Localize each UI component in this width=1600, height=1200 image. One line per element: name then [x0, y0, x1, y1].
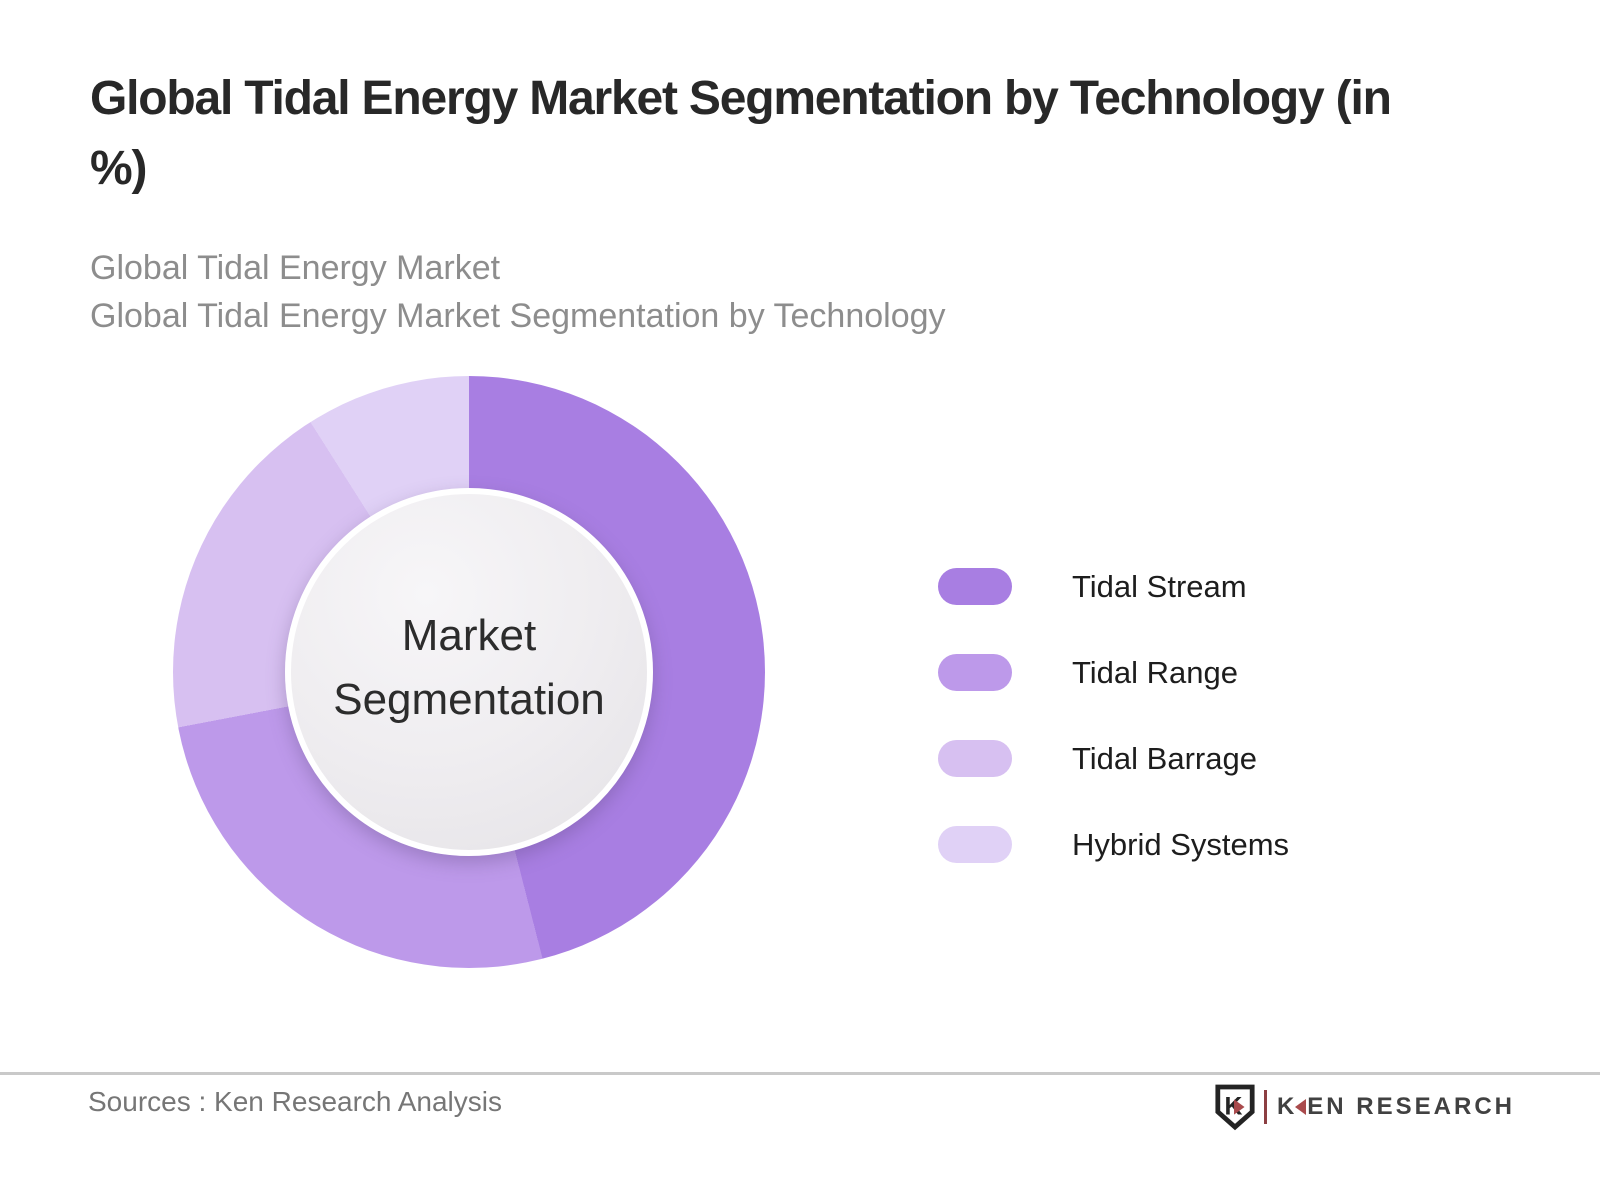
legend-swatch-tidal-range — [938, 654, 1012, 691]
chart-legend: Tidal Stream Tidal Range Tidal Barrage H… — [938, 568, 1289, 912]
page-subtitle: Global Tidal Energy Market Global Tidal … — [90, 244, 1390, 340]
legend-label-tidal-range: Tidal Range — [1072, 654, 1239, 690]
donut-center-circle: Market Segmentation — [285, 488, 653, 856]
brand-letter-k: K — [1276, 1093, 1298, 1120]
brand-wordmark: K EN RESEARCH — [1277, 1093, 1515, 1121]
brand-rest: EN RESEARCH — [1307, 1093, 1515, 1120]
shield-icon: K — [1215, 1084, 1255, 1131]
ken-research-logo: K K EN RESEARCH — [1214, 1082, 1515, 1132]
logo-divider-bar — [1263, 1090, 1267, 1124]
svg-text:K: K — [1224, 1094, 1242, 1121]
subtitle-line-1: Global Tidal Energy Market — [90, 249, 501, 287]
page-title-line-1: Global Tidal Energy Market Segmentation … — [90, 72, 1392, 125]
legend-item-hybrid-systems: Hybrid Systems — [938, 826, 1289, 863]
subtitle-line-2: Global Tidal Energy Market Segmentation … — [90, 297, 946, 335]
sources-note: Sources : Ken Research Analysis — [88, 1086, 502, 1117]
legend-item-tidal-range: Tidal Range — [938, 654, 1289, 691]
legend-label-hybrid-systems: Hybrid Systems — [1072, 826, 1290, 862]
legend-swatch-tidal-stream — [938, 568, 1012, 605]
legend-label-tidal-barrage: Tidal Barrage — [1072, 740, 1257, 776]
legend-swatch-hybrid-systems — [938, 826, 1012, 863]
legend-item-tidal-stream: Tidal Stream — [938, 568, 1289, 605]
red-triangle-icon — [1295, 1099, 1307, 1115]
page-title-line-2: %) — [90, 142, 147, 195]
legend-item-tidal-barrage: Tidal Barrage — [938, 740, 1289, 777]
page-title: Global Tidal Energy Market Segmentation … — [90, 64, 1550, 204]
donut-center-label: Market Segmentation — [333, 611, 605, 724]
legend-label-tidal-stream: Tidal Stream — [1072, 568, 1247, 604]
donut-chart: Market Segmentation — [173, 376, 765, 968]
legend-swatch-tidal-barrage — [938, 740, 1012, 777]
footer-divider — [0, 1072, 1600, 1075]
